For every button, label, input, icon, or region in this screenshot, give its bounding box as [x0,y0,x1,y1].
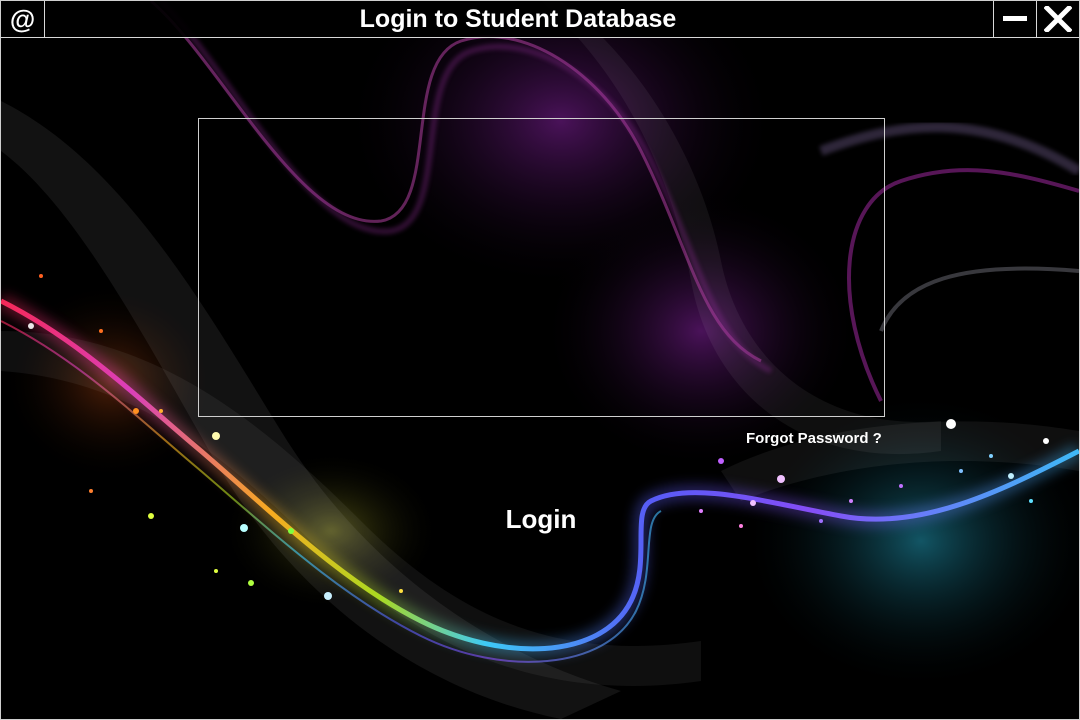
forgot-password-link[interactable]: Forgot Password ? [746,430,882,447]
minimize-icon [1003,16,1027,21]
login-button[interactable]: Login [505,504,577,534]
login-form-panel [198,118,885,417]
close-icon [1044,6,1072,32]
close-button[interactable] [1036,1,1079,37]
title-bar: @ Login to Student Database [1,1,1079,38]
minimize-button[interactable] [993,1,1036,37]
at-sign-icon[interactable]: @ [1,1,45,37]
window-title: Login to Student Database [359,5,677,33]
